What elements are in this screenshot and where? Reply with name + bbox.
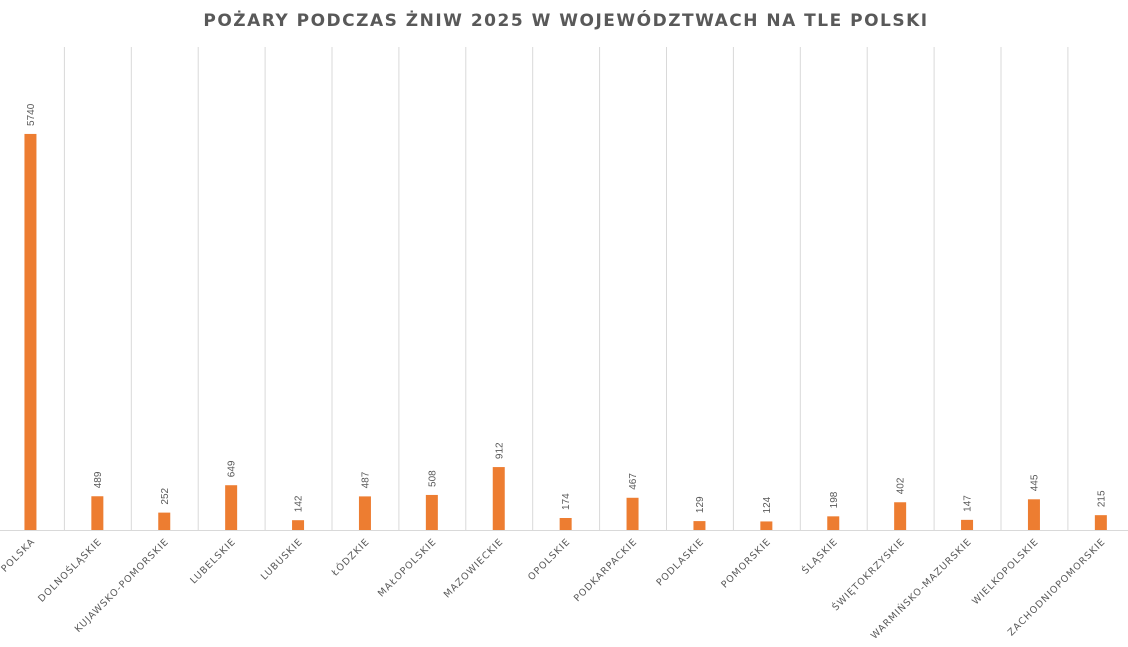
bar bbox=[225, 485, 238, 530]
category-label: WIELKOPOLSKIE bbox=[970, 536, 1041, 607]
bars bbox=[24, 133, 1107, 530]
category-label: POLSKA bbox=[0, 536, 38, 574]
data-label: 912 bbox=[494, 442, 505, 459]
bar bbox=[827, 516, 840, 530]
data-label: 402 bbox=[896, 477, 907, 494]
bar bbox=[158, 512, 171, 530]
data-label: 124 bbox=[762, 496, 773, 513]
data-labels: 5740 489 252 649 142 487 508 912 174 467 129 124 198… bbox=[26, 103, 1107, 513]
gridlines bbox=[63, 47, 1069, 530]
data-label: 174 bbox=[561, 493, 572, 510]
bar bbox=[760, 521, 773, 530]
data-label: 198 bbox=[829, 491, 840, 508]
data-label: 147 bbox=[963, 495, 974, 512]
data-label: 215 bbox=[1096, 490, 1107, 507]
category-label: OPOLSKIE bbox=[526, 536, 573, 583]
category-label: PODKARPACKIE bbox=[572, 536, 640, 604]
category-label: ŚLĄSKIE bbox=[799, 536, 840, 577]
chart-title: POŻARY PODCZAS ŻNIW 2025 W WOJEWÓDZTWACH… bbox=[203, 9, 928, 31]
bar bbox=[91, 496, 104, 530]
category-label: MAZOWIECKIE bbox=[442, 536, 506, 600]
data-label: 142 bbox=[294, 495, 305, 512]
bar bbox=[425, 494, 438, 530]
bar bbox=[1027, 499, 1040, 530]
data-label: 5740 bbox=[26, 103, 37, 126]
data-label: 467 bbox=[628, 473, 639, 490]
bar bbox=[559, 517, 572, 530]
bar bbox=[894, 502, 907, 530]
category-label: ŚWIĘTOKRZYSKIE bbox=[830, 536, 908, 614]
bar bbox=[358, 496, 371, 530]
bar bbox=[1094, 515, 1107, 530]
bar bbox=[693, 521, 706, 530]
bar bbox=[492, 467, 505, 530]
category-label: LUBUSKIE bbox=[259, 536, 305, 582]
category-label: POMORSKIE bbox=[719, 536, 773, 590]
category-label: ŁÓDZKIE bbox=[328, 536, 372, 580]
category-label: MAŁOPOLSKIE bbox=[376, 536, 439, 599]
data-label: 445 bbox=[1029, 474, 1040, 491]
bar bbox=[626, 497, 639, 530]
data-label: 487 bbox=[360, 471, 371, 488]
data-label: 508 bbox=[427, 470, 438, 487]
bar bbox=[292, 520, 305, 530]
data-label: 129 bbox=[695, 496, 706, 513]
category-label: PODLASKIE bbox=[655, 536, 707, 588]
bar bbox=[24, 133, 37, 530]
bar bbox=[961, 519, 974, 530]
data-label: 489 bbox=[93, 471, 104, 488]
category-label: DOLNOŚLĄSKIE bbox=[35, 536, 104, 605]
data-label: 649 bbox=[227, 460, 238, 477]
category-label: LUBELSKIE bbox=[188, 536, 238, 586]
data-label: 252 bbox=[160, 487, 171, 504]
